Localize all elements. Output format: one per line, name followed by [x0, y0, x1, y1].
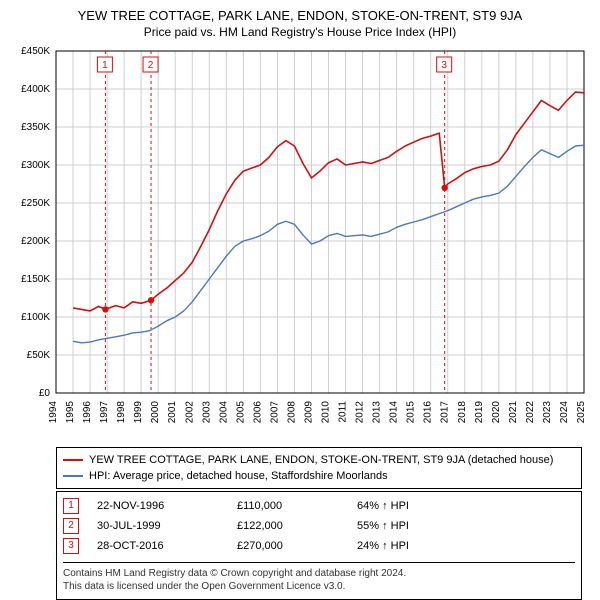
- chart-subtitle: Price paid vs. HM Land Registry's House …: [0, 25, 600, 45]
- chart-area: £0 £50K £100K £150K £200K £250K £300K £350K £400…: [0, 45, 600, 443]
- event-date: 22-NOV-1996: [97, 496, 237, 516]
- svg-text:2003: 2003: [201, 401, 212, 424]
- legend-item: YEW TREE COTTAGE, PARK LANE, ENDON, STOK…: [63, 452, 575, 468]
- event-row: 3 28-OCT-2016 £270,000 24% ↑ HPI: [63, 536, 575, 556]
- svg-text:2001: 2001: [167, 401, 178, 424]
- svg-text:2016: 2016: [423, 401, 434, 424]
- svg-text:£450K: £450K: [21, 46, 50, 57]
- svg-text:£200K: £200K: [21, 236, 50, 247]
- svg-text:1998: 1998: [116, 401, 127, 424]
- svg-text:2025: 2025: [576, 401, 587, 424]
- event-delta: 64% ↑ HPI: [357, 496, 409, 516]
- svg-text:£300K: £300K: [21, 160, 50, 171]
- svg-text:1995: 1995: [65, 401, 76, 424]
- svg-text:2019: 2019: [474, 401, 485, 424]
- svg-text:£50K: £50K: [27, 350, 51, 361]
- svg-text:2004: 2004: [218, 401, 229, 424]
- svg-text:2005: 2005: [235, 401, 246, 424]
- svg-text:2022: 2022: [525, 401, 536, 424]
- svg-text:2017: 2017: [440, 401, 451, 424]
- events-table: 1 22-NOV-1996 £110,000 64% ↑ HPI 2 30-JU…: [56, 491, 582, 600]
- svg-text:2021: 2021: [508, 401, 519, 424]
- svg-text:1996: 1996: [82, 401, 93, 424]
- svg-text:£100K: £100K: [21, 312, 50, 323]
- svg-text:2024: 2024: [559, 401, 570, 424]
- svg-text:2010: 2010: [321, 401, 332, 424]
- svg-text:2008: 2008: [286, 401, 297, 424]
- legend-swatch: [63, 459, 83, 461]
- svg-text:2018: 2018: [457, 401, 468, 424]
- footer-note: Contains HM Land Registry data © Crown c…: [63, 562, 575, 593]
- event-marker-icon: 3: [63, 538, 79, 554]
- legend-label: YEW TREE COTTAGE, PARK LANE, ENDON, STOK…: [89, 452, 553, 468]
- svg-text:2020: 2020: [491, 401, 502, 424]
- svg-text:2000: 2000: [150, 401, 161, 424]
- svg-text:2013: 2013: [372, 401, 383, 424]
- svg-text:2002: 2002: [184, 401, 195, 424]
- svg-text:£400K: £400K: [21, 84, 50, 95]
- footer-line: Contains HM Land Registry data © Crown c…: [63, 567, 575, 580]
- event-date: 28-OCT-2016: [97, 536, 237, 556]
- event-price: £122,000: [237, 516, 357, 536]
- legend: YEW TREE COTTAGE, PARK LANE, ENDON, STOK…: [56, 447, 582, 489]
- legend-swatch: [63, 475, 83, 477]
- event-price: £110,000: [237, 496, 357, 516]
- svg-text:1994: 1994: [48, 401, 59, 424]
- svg-text:£250K: £250K: [21, 198, 50, 209]
- svg-text:1997: 1997: [99, 401, 110, 424]
- chart-title: YEW TREE COTTAGE, PARK LANE, ENDON, STOK…: [0, 0, 600, 25]
- legend-item: HPI: Average price, detached house, Staf…: [63, 468, 575, 484]
- svg-text:£0: £0: [39, 388, 51, 399]
- svg-text:2006: 2006: [252, 401, 263, 424]
- svg-text:2011: 2011: [338, 401, 349, 423]
- svg-text:2015: 2015: [406, 401, 417, 424]
- svg-text:2: 2: [148, 60, 154, 71]
- event-marker-icon: 2: [63, 518, 79, 534]
- event-delta: 55% ↑ HPI: [357, 516, 409, 536]
- legend-label: HPI: Average price, detached house, Staf…: [89, 468, 388, 484]
- svg-text:1: 1: [102, 60, 108, 71]
- event-marker-icon: 1: [63, 498, 79, 514]
- svg-text:£150K: £150K: [21, 274, 50, 285]
- event-delta: 24% ↑ HPI: [357, 536, 409, 556]
- svg-text:2007: 2007: [269, 401, 280, 424]
- event-row: 2 30-JUL-1999 £122,000 55% ↑ HPI: [63, 516, 575, 536]
- svg-text:£350K: £350K: [21, 122, 50, 133]
- svg-text:1999: 1999: [133, 401, 144, 424]
- svg-text:2014: 2014: [389, 401, 400, 424]
- footer-line: This data is licensed under the Open Gov…: [63, 580, 575, 593]
- event-date: 30-JUL-1999: [97, 516, 237, 536]
- svg-text:2009: 2009: [303, 401, 314, 424]
- event-row: 1 22-NOV-1996 £110,000 64% ↑ HPI: [63, 496, 575, 516]
- price-chart-svg: £0 £50K £100K £150K £200K £250K £300K £350K £400…: [0, 45, 600, 443]
- svg-text:3: 3: [441, 60, 447, 71]
- event-price: £270,000: [237, 536, 357, 556]
- svg-text:2023: 2023: [542, 401, 553, 424]
- svg-text:2012: 2012: [355, 401, 366, 424]
